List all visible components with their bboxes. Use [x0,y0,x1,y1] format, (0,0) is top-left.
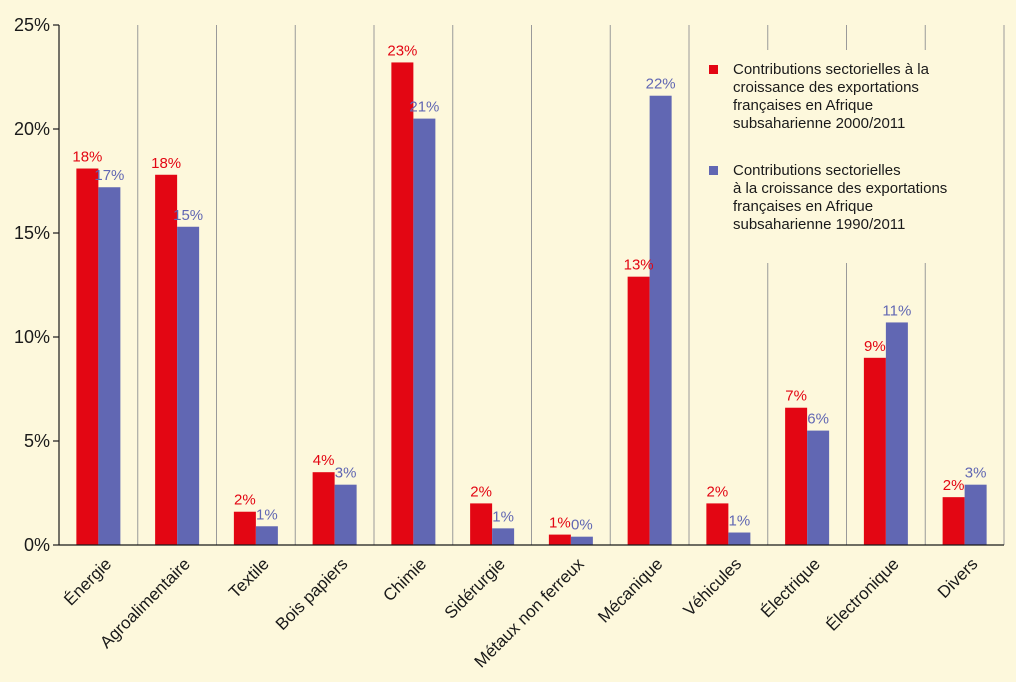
y-tick-label: 10% [14,327,50,347]
x-tick-label: Mécanique [594,554,666,626]
bar [728,532,751,545]
data-label: 1% [729,513,751,530]
bar [863,357,886,545]
x-tick-label: Électronique [822,554,902,634]
data-label: 15% [173,207,203,224]
bar [98,187,121,546]
bar [391,62,414,545]
data-label: 17% [94,167,124,184]
x-tick-label: Textile [225,554,273,602]
data-label: 1% [492,508,514,525]
bar [548,534,571,545]
data-label: 11% [882,302,911,319]
data-label: 7% [785,388,807,405]
bar [964,484,987,545]
x-tick-label: Véhicules [680,554,746,620]
x-tick-label: Sidérurgie [441,554,509,622]
bar [312,472,335,545]
data-label: 18% [72,149,102,166]
legend-swatch [709,65,718,74]
x-tick-label: Divers [934,554,981,601]
legend-label: subsaharienne 2000/2011 [733,115,905,132]
data-label: 2% [943,477,965,494]
bar [942,497,965,545]
data-label: 22% [646,76,676,93]
bar [155,174,178,545]
data-label: 1% [256,506,278,523]
legend-label: croissance des exportations [733,79,919,96]
bar [255,526,278,545]
bar [785,407,808,545]
x-tick-label: Électrique [757,554,824,621]
legend-label: Contributions sectorielles à la [733,61,930,78]
data-label: 21% [409,99,439,116]
data-label: 2% [234,492,256,509]
bar [76,168,99,545]
data-label: 6% [807,411,829,428]
x-tick-label: Chimie [379,554,430,605]
data-label: 0% [571,517,593,534]
data-label: 4% [313,452,335,469]
y-tick-label: 15% [14,223,50,243]
legend-swatch [709,166,718,175]
data-label: 13% [624,257,654,274]
bar [807,430,830,545]
bar [885,322,908,545]
bar [649,95,672,545]
data-label: 2% [470,483,492,500]
bar [706,503,729,545]
bar [177,226,200,545]
y-tick-label: 5% [24,431,50,451]
y-tick-label: 20% [14,119,50,139]
legend-label: Contributions sectorielles [733,162,901,179]
data-label: 1% [549,515,571,532]
bar [233,511,256,545]
y-tick-label: 25% [14,15,50,35]
data-label: 9% [864,338,886,355]
bar [570,536,593,545]
legend-label: françaises en Afrique [733,198,873,215]
data-labels: 18% 18%2%4%23%2%1%13%2%7%9%2%17%15%1%3%21… [72,42,986,533]
bar [413,118,436,545]
y-tick-label: 0% [24,535,50,555]
legend-label: françaises en Afrique [733,97,873,114]
bar-series [76,62,987,546]
legend-label: subsaharienne 1990/2011 [733,216,905,233]
x-tick-label: Énergie [60,554,115,609]
bar [334,484,357,545]
bar [470,503,493,545]
bar [627,276,650,545]
x-tick-label: Bois papiers [272,554,352,634]
legend: Contributions sectorielles à lacroissanc… [700,50,1000,263]
legend-box [700,50,1000,263]
data-label: 18% [151,155,181,172]
data-label: 23% [387,42,417,59]
data-label: 3% [965,465,987,482]
bar [492,528,515,545]
legend-label: à la croissance des exportations [733,180,947,197]
data-label: 3% [335,465,357,482]
data-label: 2% [707,483,729,500]
